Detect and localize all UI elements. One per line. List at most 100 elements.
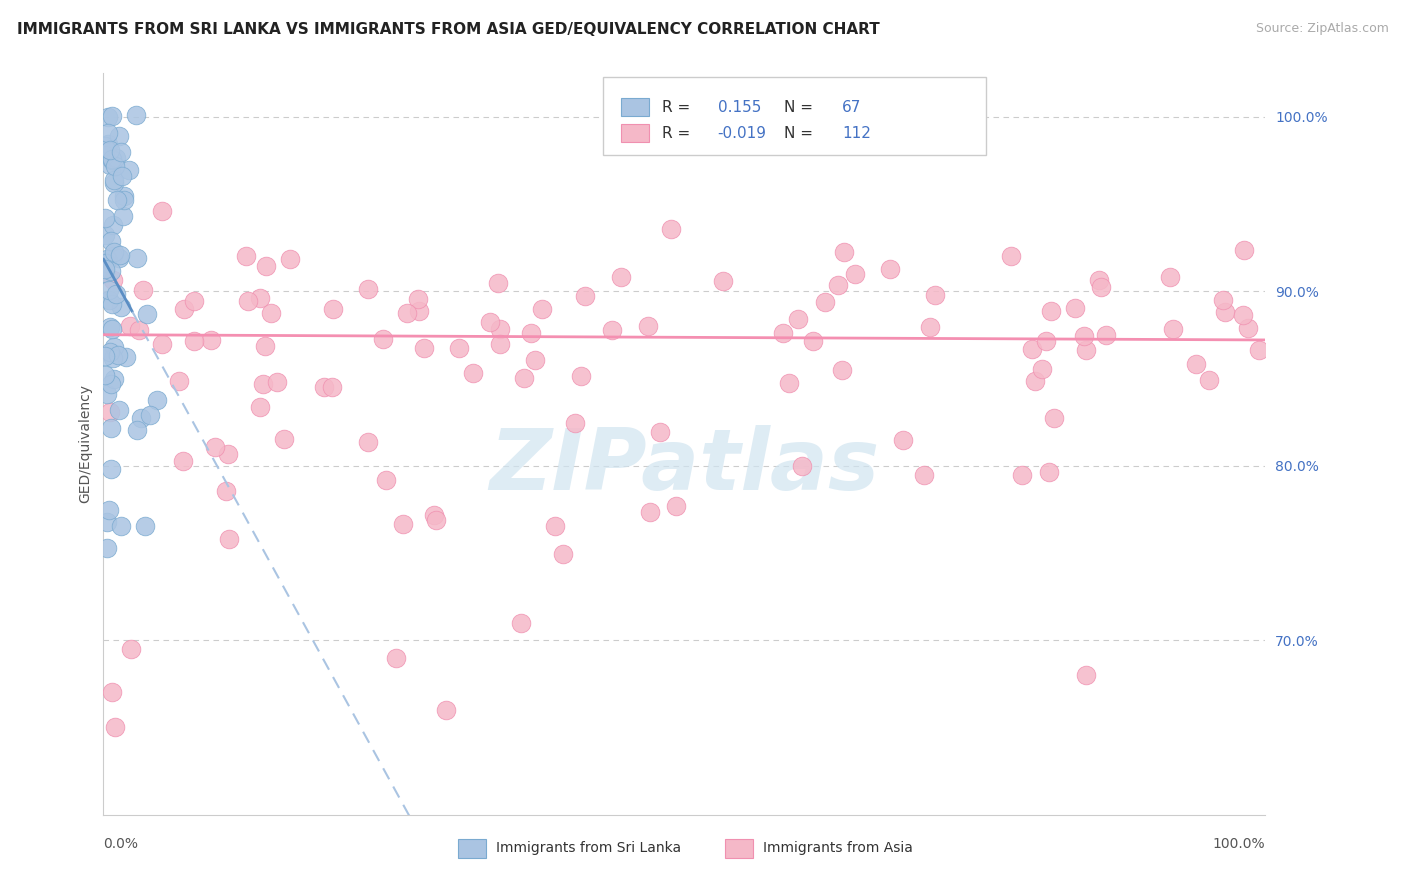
Point <box>125 252 148 266</box>
Point <box>111 209 134 223</box>
Text: 0.155: 0.155 <box>717 100 761 115</box>
Point <box>105 152 128 166</box>
Point <box>254 259 277 273</box>
Point <box>100 685 122 699</box>
Point <box>238 293 260 308</box>
Text: R =: R = <box>662 126 695 141</box>
Point <box>650 425 672 440</box>
Point <box>110 300 132 314</box>
Point <box>638 505 661 519</box>
Point <box>1011 468 1033 483</box>
Point <box>101 273 124 287</box>
Text: 0.0%: 0.0% <box>104 837 138 851</box>
Point <box>100 234 122 248</box>
Point <box>1232 243 1254 257</box>
Point <box>713 274 735 288</box>
Point <box>489 337 512 351</box>
Point <box>661 221 683 235</box>
Point <box>1000 249 1022 263</box>
Point <box>924 288 946 302</box>
Point <box>100 153 122 167</box>
Point <box>98 345 121 359</box>
Point <box>96 252 118 267</box>
Point <box>118 163 141 178</box>
Point <box>107 129 129 144</box>
Point <box>1035 334 1057 348</box>
Point <box>218 532 240 546</box>
Point <box>1074 343 1097 357</box>
Point <box>100 376 122 391</box>
Text: N =: N = <box>785 126 818 141</box>
Point <box>104 720 127 734</box>
Point <box>1088 272 1111 286</box>
Point <box>790 458 813 473</box>
Point <box>1040 303 1063 318</box>
Point <box>544 519 567 533</box>
Point <box>100 462 122 476</box>
Point <box>97 110 120 124</box>
Point <box>461 367 484 381</box>
Point <box>449 341 471 355</box>
Point <box>108 252 131 266</box>
Point <box>252 377 274 392</box>
Point <box>215 484 238 499</box>
Point <box>103 173 125 187</box>
Point <box>259 306 281 320</box>
Point <box>396 306 419 320</box>
Point <box>93 211 115 225</box>
Point <box>787 312 810 326</box>
Point <box>101 219 124 233</box>
Point <box>392 516 415 531</box>
Point <box>129 411 152 425</box>
Point <box>879 262 901 277</box>
Point <box>93 139 115 153</box>
Point <box>217 447 239 461</box>
Text: 67: 67 <box>842 100 862 115</box>
Point <box>101 297 124 311</box>
Point <box>1064 301 1087 315</box>
Point <box>321 380 343 394</box>
Point <box>1232 308 1254 322</box>
Point <box>322 301 344 316</box>
Point <box>1212 293 1234 308</box>
Point <box>97 502 120 516</box>
Point <box>600 323 623 337</box>
Point <box>125 423 148 437</box>
Point <box>371 332 394 346</box>
Point <box>98 320 121 334</box>
Point <box>918 319 941 334</box>
Point <box>834 245 856 260</box>
Point <box>169 374 191 388</box>
Point <box>101 153 124 167</box>
Point <box>93 261 115 276</box>
Point <box>103 176 125 190</box>
Point <box>893 434 915 448</box>
Point <box>423 508 446 522</box>
Point <box>610 270 633 285</box>
Text: Source: ZipAtlas.com: Source: ZipAtlas.com <box>1256 22 1389 36</box>
Point <box>408 292 430 306</box>
Point <box>152 204 174 219</box>
Point <box>145 392 167 407</box>
Point <box>103 372 125 386</box>
Point <box>564 417 586 431</box>
Point <box>110 519 132 533</box>
Point <box>374 474 396 488</box>
Text: Immigrants from Asia: Immigrants from Asia <box>763 841 912 855</box>
Point <box>356 282 378 296</box>
Point <box>104 159 127 173</box>
Point <box>93 228 115 243</box>
Point <box>1094 328 1116 343</box>
Text: ZIPatlas: ZIPatlas <box>489 425 879 508</box>
Point <box>108 403 131 417</box>
Point <box>801 334 824 348</box>
Point <box>97 137 120 152</box>
Point <box>107 348 129 362</box>
Point <box>1043 411 1066 425</box>
Point <box>637 319 659 334</box>
Point <box>183 334 205 349</box>
Point <box>114 188 136 202</box>
Point <box>98 404 121 418</box>
Text: 100.0%: 100.0% <box>1212 837 1264 851</box>
Point <box>101 322 124 336</box>
